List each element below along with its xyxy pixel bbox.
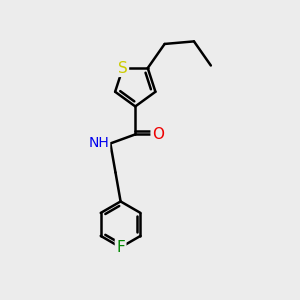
Text: NH: NH — [88, 136, 109, 150]
Text: F: F — [116, 240, 125, 255]
Text: O: O — [152, 127, 164, 142]
Text: S: S — [118, 61, 128, 76]
